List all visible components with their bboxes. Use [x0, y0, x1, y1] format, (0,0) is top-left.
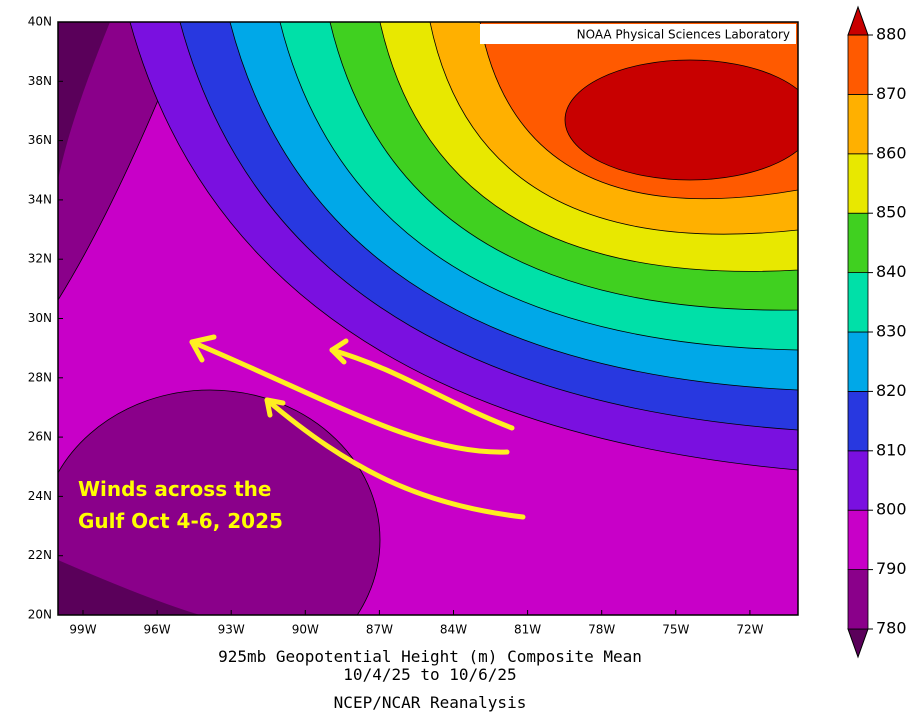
footer-line: 10/4/25 to 10/6/25 — [343, 665, 516, 684]
colorbar: 780 790 800 810 820 830 840 850 860 870 880 — [847, 5, 907, 659]
map-area — [58, 22, 798, 615]
lat-label: 28N — [28, 370, 52, 384]
wind-arrows — [189, 334, 526, 520]
colorbar-band — [847, 94, 869, 155]
arrow-head — [189, 334, 217, 363]
lon-label: 93W — [218, 623, 245, 637]
lat-label: 34N — [28, 192, 52, 206]
colorbar-end — [847, 5, 869, 36]
colorbar-band — [847, 34, 869, 95]
colorbar-end — [847, 628, 869, 659]
lat-label: 20N — [28, 608, 52, 622]
colorbar-label: 810 — [876, 440, 907, 459]
lat-label: 26N — [28, 430, 52, 444]
annotation: Gulf Oct 4-6, 2025 — [78, 509, 283, 533]
band — [58, 22, 110, 180]
arrow-head — [329, 338, 349, 365]
band — [58, 389, 381, 615]
colorbar-band — [847, 272, 869, 333]
colorbar-label: 780 — [876, 619, 907, 638]
lat-label: 40N — [28, 15, 52, 29]
annotation: Winds across the — [78, 477, 271, 501]
colorbar-label: 870 — [876, 84, 907, 103]
credit-box — [480, 24, 796, 44]
lon-label: 78W — [588, 623, 615, 637]
lon-label: 96W — [144, 623, 171, 637]
lat-label: 30N — [28, 311, 52, 325]
arrow — [264, 397, 526, 520]
lat-label: 22N — [28, 548, 52, 562]
lat-label: 38N — [28, 74, 52, 88]
lon-label: 90W — [292, 623, 319, 637]
colorbar-band — [847, 390, 869, 452]
lat-label: 36N — [28, 133, 52, 147]
colorbar-band — [847, 450, 869, 511]
lon-label: 81W — [514, 623, 541, 637]
colorbar-band — [847, 509, 869, 571]
footer-line: NCEP/NCAR Reanalysis — [334, 693, 527, 712]
lon-label: 75W — [662, 623, 689, 637]
colorbar-label: 860 — [876, 143, 907, 162]
colorbar-band — [847, 153, 869, 214]
lon-label: 99W — [69, 623, 96, 637]
lon-label: 87W — [366, 623, 393, 637]
colorbar-label: 880 — [876, 25, 907, 44]
colorbar-label: 840 — [876, 262, 907, 281]
lon-label: 84W — [440, 623, 467, 637]
colorbar-band — [847, 331, 869, 392]
colorbar-band — [847, 212, 869, 273]
footer-line: 925mb Geopotential Height (m) Composite … — [218, 647, 642, 666]
lat-label: 24N — [28, 489, 52, 503]
colorbar-label: 820 — [876, 381, 907, 400]
colorbar-label: 790 — [876, 559, 907, 578]
band — [564, 59, 798, 181]
colorbar-band — [847, 569, 869, 630]
band — [58, 560, 200, 615]
colorbar-label: 830 — [876, 322, 907, 341]
arrow — [329, 347, 515, 431]
arrow-head — [264, 397, 286, 418]
colorbar-label: 850 — [876, 203, 907, 222]
credit: NOAA Physical Sciences Laboratory — [577, 28, 790, 42]
colorbar-label: 800 — [876, 500, 907, 519]
lat-label: 32N — [28, 252, 52, 266]
arrow — [189, 339, 510, 455]
lon-label: 72W — [736, 623, 763, 637]
